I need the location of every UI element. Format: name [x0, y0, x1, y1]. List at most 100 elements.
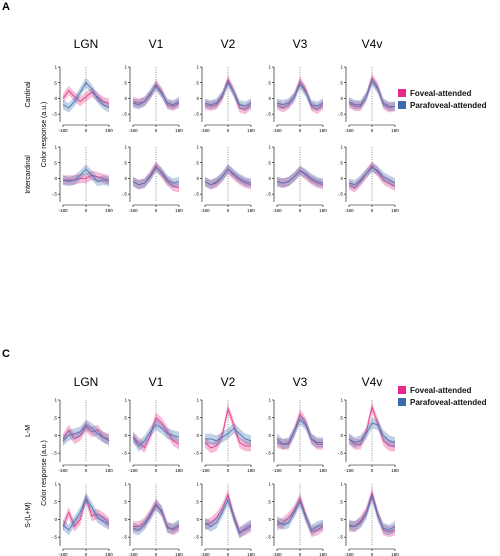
error-band [133, 499, 179, 536]
series-line [62, 89, 110, 104]
subplot: 1 .5 0 -.5 -180 0 180 [266, 398, 328, 473]
y-tick-label: -.5 [338, 112, 344, 117]
error-band [63, 419, 109, 447]
series-line [132, 424, 180, 447]
y-tick-label: 0 [196, 433, 199, 438]
y-tick-label: 0 [124, 96, 127, 101]
x-tick-label: 0 [299, 128, 302, 133]
series-line [62, 425, 110, 440]
subplot: 1 .5 0 -.5 -180 0 180 [194, 482, 256, 556]
series-line [276, 80, 324, 110]
column-title: V2 [221, 375, 236, 389]
y-tick-label: 0 [124, 433, 127, 438]
column-title: V2 [221, 37, 236, 51]
x-tick-label: -180 [128, 552, 138, 556]
y-tick-label: -.5 [194, 451, 200, 456]
subplot: 1 .5 0 -.5 -180 0 180 [338, 482, 400, 556]
y-tick-label: 1 [268, 482, 271, 487]
series-line [62, 424, 110, 442]
x-tick-label: 180 [319, 128, 327, 133]
series-line [132, 85, 180, 106]
y-tick-label: .5 [123, 499, 127, 504]
x-tick-label: 0 [299, 552, 302, 556]
x-tick-label: 180 [247, 552, 255, 556]
y-tick-label: .5 [123, 160, 127, 165]
x-tick-label: 180 [105, 208, 113, 213]
y-tick-label: 0 [340, 176, 343, 181]
legend-swatch [398, 398, 406, 406]
panel-A: A LGN V1 V2 V3 V4v Color response (a.u.) Cardin… [2, 1, 487, 213]
legend-label: Foveal-attended [410, 89, 471, 98]
y-tick-label: .5 [53, 160, 57, 165]
x-tick-label: -180 [200, 468, 210, 473]
y-tick-label: 0 [340, 433, 343, 438]
series-line [205, 427, 252, 442]
y-tick-label: .5 [195, 80, 199, 85]
y-tick-label: .5 [339, 499, 343, 504]
x-tick-label: 0 [155, 552, 158, 556]
subplot: 1 .5 0 -.5 -180 0 180 [266, 482, 328, 556]
x-tick-label: 180 [105, 128, 113, 133]
series-line [204, 498, 252, 535]
y-tick-label: 1 [124, 65, 127, 70]
x-tick-label: 180 [391, 208, 399, 213]
series-line [276, 418, 323, 445]
y-tick-label: 0 [268, 433, 271, 438]
y-tick-label: .5 [123, 80, 127, 85]
series-line [349, 491, 396, 533]
x-tick-label: 0 [85, 468, 88, 473]
subplot: 1 .5 0 -.5 -180 0 180 [52, 65, 114, 133]
error-band [133, 419, 179, 452]
y-tick-label: 1 [196, 65, 199, 70]
x-tick-label: -180 [272, 208, 282, 213]
series-line [132, 504, 180, 531]
x-tick-label: 0 [227, 468, 230, 473]
y-axis-label: Color response (a.u.) [41, 102, 48, 168]
panel-C: C LGN V1 V2 V3 V4v Color response (a.u.) L-M 1 .5… [2, 348, 487, 556]
y-tick-label: 1 [124, 145, 127, 150]
x-tick-label: -180 [58, 208, 68, 213]
error-band [349, 162, 395, 190]
legend-label: Foveal-attended [410, 386, 471, 395]
error-band [349, 491, 395, 536]
series-line [276, 500, 324, 531]
x-tick-label: 180 [247, 208, 255, 213]
x-tick-label: -180 [128, 468, 138, 473]
x-tick-label: -180 [344, 208, 354, 213]
x-tick-label: 0 [155, 208, 158, 213]
y-tick-label: 1 [196, 398, 199, 403]
series-line [62, 168, 110, 183]
y-tick-label: -.5 [266, 192, 272, 197]
series-line [348, 80, 395, 107]
subplot: 1 .5 0 -.5 -180 0 180 [338, 65, 400, 133]
error-band [349, 161, 395, 193]
x-tick-label: 180 [247, 128, 255, 133]
x-tick-label: 0 [155, 468, 158, 473]
legend-label: Parafoveal-attended [410, 398, 487, 407]
y-tick-label: 0 [196, 96, 199, 101]
y-tick-label: -.5 [52, 535, 58, 540]
y-tick-label: -.5 [52, 112, 58, 117]
y-tick-label: -.5 [52, 451, 58, 456]
y-tick-label: 0 [268, 517, 271, 522]
series-line [276, 83, 324, 107]
subplot: 1 .5 0 -.5 -180 0 180 [122, 398, 184, 473]
x-tick-label: -180 [344, 468, 354, 473]
y-tick-label: 1 [124, 398, 127, 403]
x-tick-label: 180 [319, 468, 327, 473]
y-tick-label: 1 [268, 65, 271, 70]
y-tick-label: 1 [54, 398, 57, 403]
y-tick-label: 1 [54, 145, 57, 150]
x-tick-label: 0 [371, 128, 374, 133]
y-tick-label: 0 [124, 176, 127, 181]
x-tick-label: 180 [175, 468, 183, 473]
y-tick-label: 0 [54, 517, 57, 522]
x-tick-label: 0 [85, 208, 88, 213]
x-tick-label: 180 [391, 468, 399, 473]
y-tick-label: .5 [195, 415, 199, 420]
x-tick-label: 0 [227, 552, 230, 556]
x-tick-label: 0 [227, 208, 230, 213]
series-line [276, 170, 324, 184]
y-tick-label: 1 [268, 398, 271, 403]
